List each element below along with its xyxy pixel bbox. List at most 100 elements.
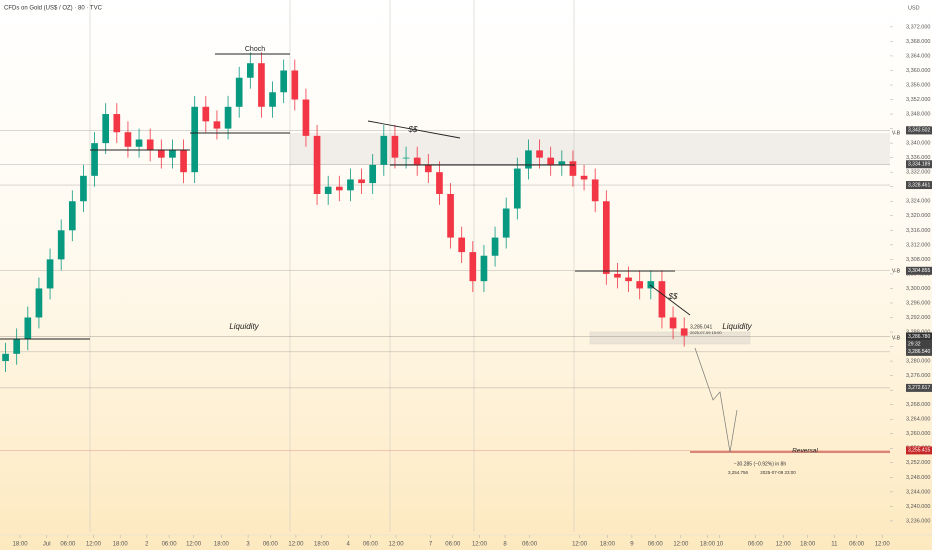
liquidity-zone <box>589 331 751 345</box>
candle-body <box>558 161 566 165</box>
y-tick-label: 3,312.000 <box>906 242 930 248</box>
target-price: 3,285.041 <box>690 324 712 330</box>
y-tick-label: 3,320.000 <box>906 213 930 219</box>
candle-body <box>180 150 187 173</box>
y-tick-label: 3,296.000 <box>906 300 930 306</box>
y-tick-label: 3,364.000 <box>906 53 930 59</box>
price-label-box <box>906 383 932 392</box>
y-tick-label: 3,356.000 <box>906 82 930 88</box>
candle-body <box>380 135 388 165</box>
end-time: 2025-07-09 23:00 <box>760 470 796 475</box>
y-tick-label: 3,372.000 <box>906 24 930 30</box>
price-label-box <box>906 332 932 341</box>
candle-body <box>302 99 310 136</box>
candle-body <box>57 230 65 260</box>
candle-body <box>291 70 299 100</box>
candle-body <box>146 139 154 151</box>
candle-body <box>258 63 265 107</box>
candle-body <box>391 135 399 158</box>
price-label: 3,304.855 <box>908 268 930 274</box>
x-tick-label: 3 <box>246 542 250 548</box>
x-tick-label: 10 <box>716 542 723 548</box>
y-tick-label: 3,368.000 <box>906 39 930 45</box>
candle-body <box>491 237 499 256</box>
y-tick-label: 3,348.000 <box>906 112 930 118</box>
x-tick-label: 06:00 <box>263 542 279 548</box>
supply-zone <box>290 133 890 165</box>
projection-path <box>694 347 738 453</box>
candle-body <box>536 150 543 158</box>
candle-body <box>680 328 688 336</box>
choch-label: Choch <box>245 46 265 53</box>
x-tick-label: 9 <box>630 542 634 548</box>
dollars-label: $$ <box>408 125 418 134</box>
levels <box>0 130 890 451</box>
end-price: 3,254.756 <box>728 470 749 475</box>
trend-line <box>367 120 461 139</box>
x-tick-label: 18:00 <box>600 542 616 548</box>
y-tick-label: 3,352.000 <box>906 97 930 103</box>
candle-body <box>480 255 488 282</box>
candle-body <box>24 317 32 340</box>
x-tick-label: 06:00 <box>648 542 664 548</box>
candle-body <box>2 353 9 362</box>
y-tick-label: 3,268.000 <box>906 402 930 408</box>
vb-label: V-B <box>892 130 901 136</box>
candle-body <box>335 186 343 191</box>
candle-body <box>213 121 221 129</box>
x-tick-label: 18:00 <box>214 542 230 548</box>
candle-body <box>358 179 365 184</box>
y-tick-label: 3,276.000 <box>906 373 930 379</box>
reversal-label: Reversal <box>792 448 818 455</box>
candle-body <box>347 179 354 191</box>
candle-body <box>113 114 121 133</box>
x-tick-label: 06:00 <box>445 542 461 548</box>
candle-body <box>413 157 421 165</box>
price-label-box <box>906 347 932 356</box>
candle-body <box>202 106 210 122</box>
y-tick-label: 3,236.000 <box>906 518 930 524</box>
y-tick-label: 3,240.000 <box>906 504 930 510</box>
dollars-label: $$ <box>668 292 678 301</box>
candle-body <box>269 92 276 107</box>
price-label: 3,255.415 <box>908 448 930 454</box>
x-tick-label: 18:00 <box>13 542 29 548</box>
y-tick-label: 3,300.000 <box>906 286 930 292</box>
candle-body <box>547 157 555 165</box>
price-label: 3,272.617 <box>908 385 930 391</box>
candle-body <box>80 175 87 202</box>
candle-body <box>447 193 454 238</box>
session-separators <box>89 0 575 532</box>
x-tick-label: 12:00 <box>389 542 405 548</box>
y-tick-label: 3,336.000 <box>906 155 930 161</box>
vb-label: V-B <box>892 268 901 274</box>
x-tick-label: 18:00 <box>113 542 129 548</box>
candle-body <box>636 281 644 289</box>
candle-body <box>424 164 432 173</box>
x-tick-label: 12:00 <box>572 542 588 548</box>
y-tick-label: 3,260.000 <box>906 431 930 437</box>
x-tick-label: 18:00 <box>800 542 816 548</box>
y-tick-label: 3,332.000 <box>906 170 930 176</box>
price-label: 3,343.502 <box>908 128 930 134</box>
candle-body <box>224 106 232 129</box>
candle-body <box>191 106 199 173</box>
x-tick-label: Jul <box>43 542 51 548</box>
liquidity-label: Liquidity <box>722 322 752 331</box>
x-tick-label: 12:00 <box>288 542 304 548</box>
y-tick-label: 3,264.000 <box>906 417 930 423</box>
price-label-box <box>906 266 932 275</box>
x-tick-label: 06:00 <box>60 542 76 548</box>
candle-body <box>513 168 521 209</box>
candle-body <box>13 339 21 354</box>
candle-body <box>614 273 621 278</box>
x-tick-label: 06:00 <box>363 542 379 548</box>
x-tick-label: 18:00 <box>314 542 330 548</box>
vb-label: V-B <box>892 335 901 341</box>
candle-body <box>469 252 477 282</box>
candle-body <box>280 70 288 93</box>
candle-body <box>169 150 176 158</box>
price-label-box <box>906 160 932 169</box>
